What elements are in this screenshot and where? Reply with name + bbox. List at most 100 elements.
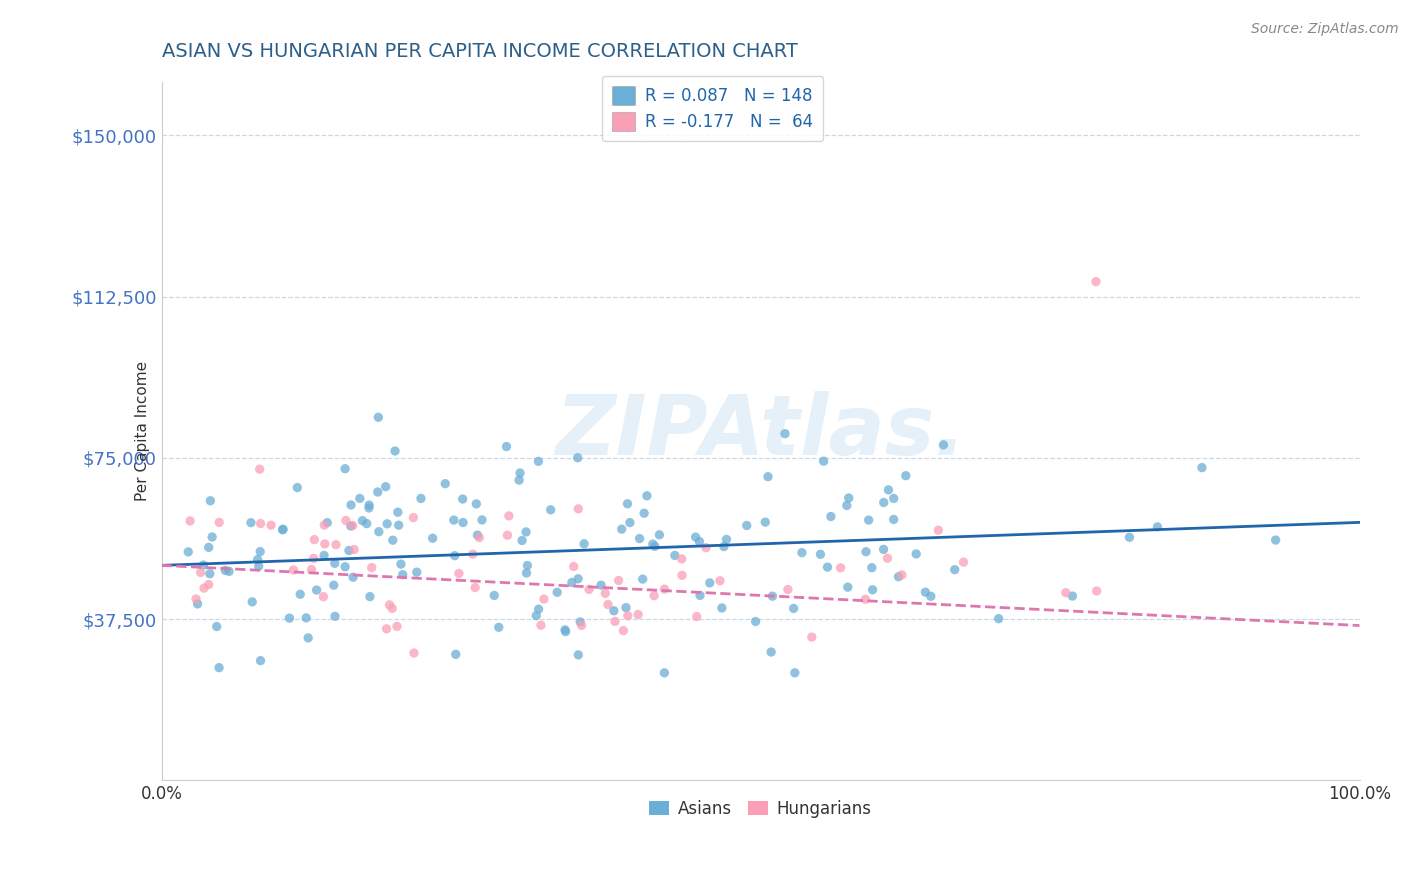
Point <box>689 588 711 602</box>
Point <box>249 654 271 668</box>
Point <box>179 514 201 528</box>
Point <box>567 572 589 586</box>
Point <box>488 620 510 634</box>
Point <box>835 499 858 513</box>
Point <box>524 608 547 623</box>
Point <box>654 582 676 596</box>
Point <box>205 619 228 633</box>
Point <box>641 537 664 551</box>
Point <box>695 541 717 555</box>
Point <box>409 491 432 506</box>
Point <box>405 565 427 579</box>
Point <box>516 558 538 573</box>
Point <box>385 619 408 633</box>
Point <box>375 622 398 636</box>
Point <box>422 531 444 545</box>
Point <box>810 547 832 561</box>
Point <box>813 454 835 468</box>
Point <box>381 533 404 548</box>
Point <box>367 410 389 425</box>
Point <box>402 646 425 660</box>
Point <box>716 533 738 547</box>
Point <box>593 586 616 600</box>
Point <box>943 563 966 577</box>
Point <box>614 600 637 615</box>
Point <box>240 595 263 609</box>
Y-axis label: Per Capita Income: Per Capita Income <box>135 361 150 501</box>
Point <box>567 501 589 516</box>
Point <box>484 589 506 603</box>
Point <box>340 498 363 512</box>
Point <box>876 551 898 566</box>
Point <box>246 552 269 566</box>
Point <box>688 534 710 549</box>
Point <box>862 582 884 597</box>
Point <box>297 631 319 645</box>
Point <box>190 566 212 580</box>
Point <box>378 598 401 612</box>
Point <box>443 513 465 527</box>
Point <box>360 560 382 574</box>
Point <box>671 552 693 566</box>
Point <box>333 461 356 475</box>
Point <box>932 438 955 452</box>
Point <box>495 440 517 454</box>
Point <box>905 547 928 561</box>
Point <box>783 665 806 680</box>
Point <box>619 516 641 530</box>
Point <box>468 531 491 545</box>
Point <box>710 601 733 615</box>
Point <box>496 528 519 542</box>
Point <box>301 562 323 576</box>
Text: ZIPAtlas.: ZIPAtlas. <box>555 391 966 472</box>
Point <box>627 607 650 622</box>
Point <box>342 518 364 533</box>
Point <box>540 503 562 517</box>
Point <box>759 645 782 659</box>
Point <box>443 549 465 563</box>
Point <box>589 578 612 592</box>
Point <box>515 566 537 580</box>
Point <box>451 491 474 506</box>
Point <box>387 505 409 519</box>
Point <box>314 537 336 551</box>
Point <box>283 563 305 577</box>
Point <box>554 624 576 639</box>
Point <box>883 512 905 526</box>
Point <box>1085 584 1108 599</box>
Point <box>616 497 638 511</box>
Point <box>853 592 876 607</box>
Point <box>914 585 936 599</box>
Point <box>447 566 470 581</box>
Point <box>820 509 842 524</box>
Point <box>312 590 335 604</box>
Point <box>509 466 531 480</box>
Point <box>508 473 530 487</box>
Point <box>890 567 912 582</box>
Point <box>633 506 655 520</box>
Point <box>571 618 593 632</box>
Point <box>337 543 360 558</box>
Point <box>471 513 494 527</box>
Point <box>197 541 219 555</box>
Point <box>349 491 371 506</box>
Point <box>193 581 215 595</box>
Point <box>1264 533 1286 547</box>
Point <box>877 483 900 497</box>
Point <box>709 574 731 588</box>
Point <box>193 558 215 572</box>
Point <box>184 592 207 607</box>
Point <box>664 549 686 563</box>
Point <box>271 522 294 536</box>
Point <box>249 544 271 558</box>
Point <box>340 519 363 533</box>
Point <box>367 485 389 500</box>
Point <box>515 524 537 539</box>
Point <box>434 476 457 491</box>
Point <box>465 497 488 511</box>
Point <box>343 542 366 557</box>
Point <box>628 532 651 546</box>
Point <box>699 575 721 590</box>
Point <box>201 530 224 544</box>
Point <box>467 528 489 542</box>
